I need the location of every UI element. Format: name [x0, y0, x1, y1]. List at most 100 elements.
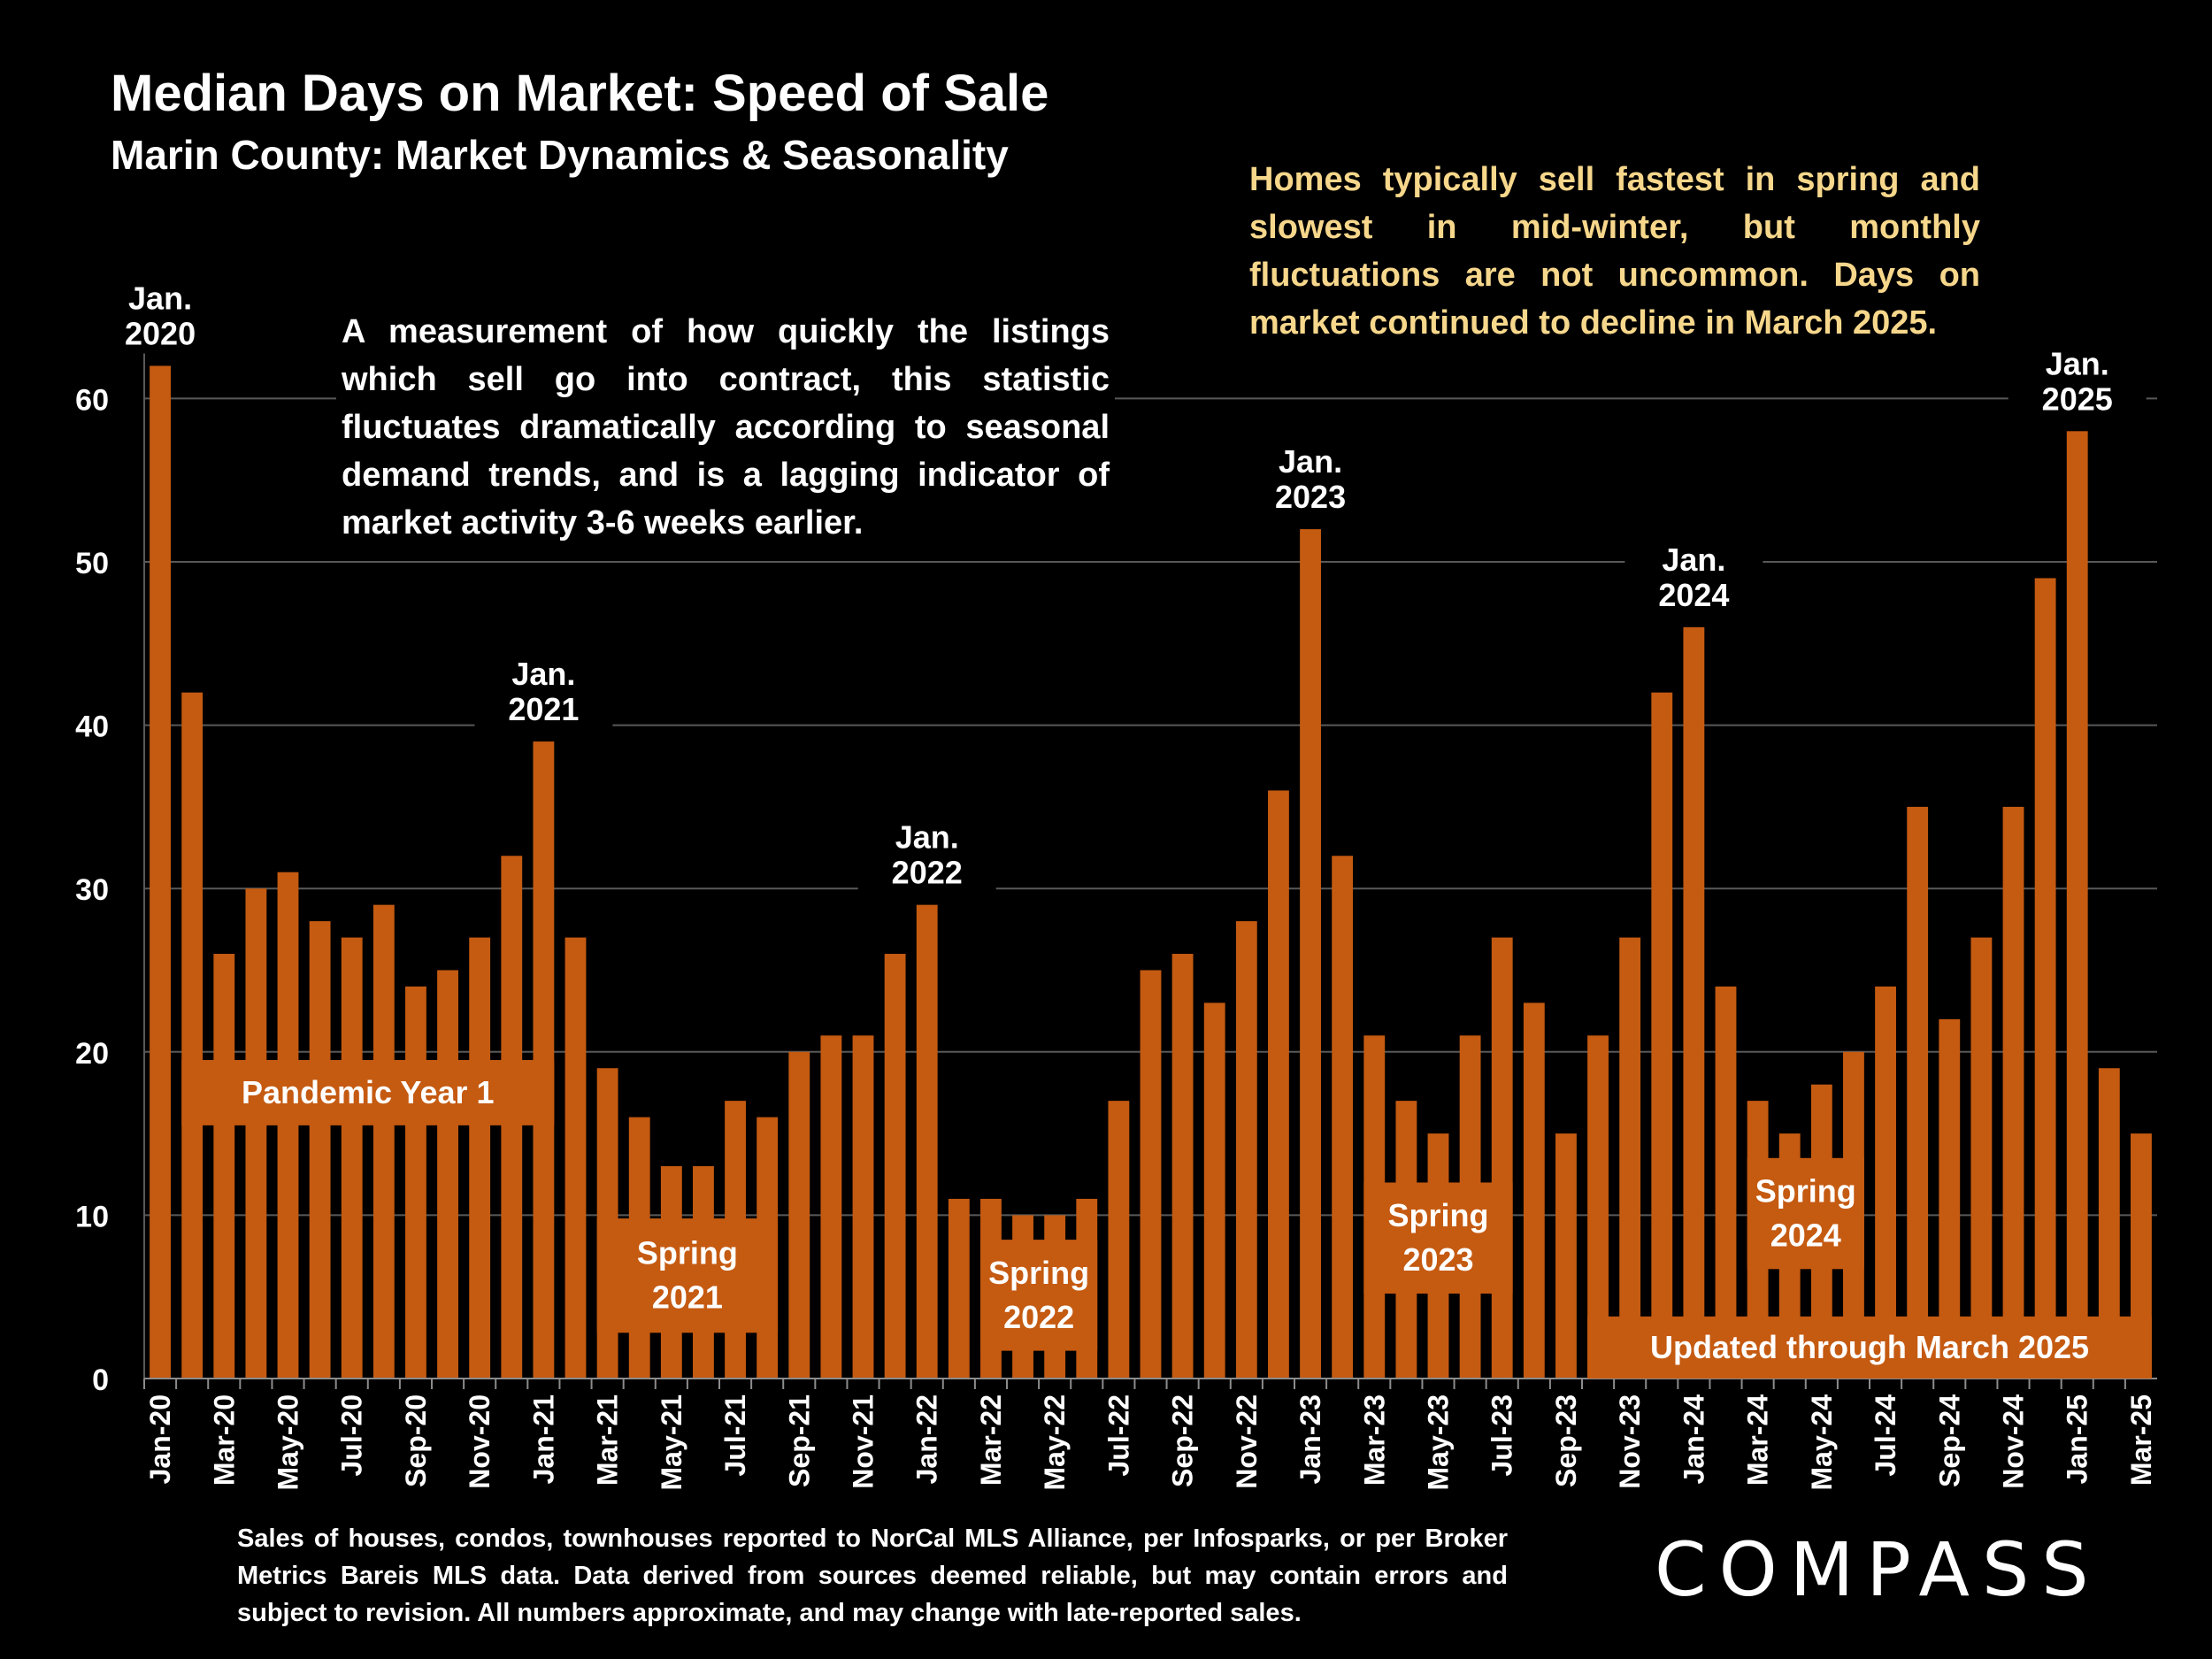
- updated-through-box: [1587, 1316, 2152, 1379]
- bar-Sep-22: [1171, 954, 1194, 1379]
- pandemic-year-1-box: [181, 1060, 555, 1125]
- chart-subtitle: Marin County: Market Dynamics & Seasonal…: [111, 132, 1009, 178]
- peak-label-bg: [91, 263, 230, 354]
- bar-Oct-22: [1203, 1002, 1225, 1379]
- bar-Aug-24: [1907, 806, 1929, 1379]
- bar-Nov-23: [1619, 937, 1641, 1379]
- bar-Sep-20: [405, 986, 426, 1379]
- bar-Jan-25: [2066, 431, 2088, 1379]
- peak-label-line2: 2021: [508, 691, 579, 727]
- bar-Dec-24: [2034, 578, 2056, 1379]
- x-tick-label: Jul-23: [1486, 1394, 1518, 1476]
- bar-Nov-22: [1235, 921, 1257, 1379]
- x-tick-label: Sep-21: [783, 1394, 815, 1487]
- x-tick-label: Sep-20: [400, 1394, 432, 1487]
- peak-label-line1: Jan.: [1279, 443, 1342, 480]
- source-footnote: Sales of houses, condos, townhouses repo…: [237, 1525, 1508, 1627]
- bar-Nov-21: [852, 1035, 874, 1379]
- bar-Jun-20: [309, 921, 331, 1379]
- x-tick-label: Sep-22: [1167, 1394, 1199, 1487]
- chart-title: Median Days on Market: Speed of Sale: [111, 65, 1049, 122]
- x-tick-label: May-23: [1423, 1394, 1455, 1491]
- spring-2022-label: Spring: [988, 1255, 1089, 1291]
- bar-Mar-20: [213, 954, 235, 1379]
- bar-Oct-20: [437, 970, 458, 1379]
- peak-label-bg: [857, 802, 996, 893]
- x-tick-label: Sep-23: [1550, 1394, 1582, 1487]
- bar-Jul-22: [1108, 1101, 1130, 1379]
- x-tick-label: Jan-25: [2062, 1394, 2093, 1484]
- bar-Dec-22: [1268, 790, 1289, 1379]
- bar-Sep-24: [1939, 1018, 1961, 1379]
- y-tick-label: 30: [75, 873, 109, 907]
- peak-label-line2: 2024: [1658, 577, 1729, 613]
- spring-2021-box: [596, 1218, 779, 1333]
- bar-Jan-23: [1300, 529, 1321, 1379]
- bar-Sep-23: [1555, 1133, 1577, 1379]
- pandemic-year-1-label: Pandemic Year 1: [242, 1074, 495, 1110]
- peak-label-bg: [1624, 524, 1763, 615]
- peak-label-line2: 2022: [892, 855, 963, 891]
- spring-2023-box: [1363, 1182, 1513, 1294]
- bar-Nov-20: [469, 937, 491, 1379]
- x-tick-label: Jul-21: [719, 1394, 751, 1476]
- spring-2024-label: Spring: [1755, 1173, 1856, 1210]
- x-tick-label: Nov-22: [1231, 1394, 1263, 1489]
- bar-Jan-20: [150, 365, 171, 1379]
- bar-Oct-23: [1587, 1035, 1609, 1379]
- peak-label-line1: Jan.: [128, 280, 192, 316]
- bar-Jan-24: [1683, 626, 1705, 1379]
- peak-label-line1: Jan.: [511, 656, 575, 692]
- bar-Apr-20: [245, 888, 267, 1379]
- x-tick-label: Jan-22: [911, 1394, 943, 1484]
- x-tick-label: Mar-21: [592, 1394, 624, 1486]
- peak-label-line2: 2025: [2042, 380, 2113, 417]
- bar-Feb-24: [1715, 986, 1737, 1379]
- spring-2022-box: [980, 1240, 1098, 1351]
- peak-label-line2: 2020: [125, 315, 196, 351]
- bar-Feb-22: [948, 1198, 970, 1379]
- bar-Sep-21: [788, 1051, 810, 1379]
- y-tick-label: 0: [92, 1363, 109, 1397]
- y-tick-label: 40: [75, 710, 109, 744]
- peak-label-line1: Jan.: [1662, 541, 1725, 578]
- bar-Feb-21: [565, 937, 587, 1379]
- bar-Aug-22: [1140, 970, 1162, 1379]
- spring-2021-label: 2021: [652, 1279, 723, 1316]
- x-tick-label: Jul-20: [336, 1394, 368, 1476]
- x-tick-label: Mar-20: [208, 1394, 240, 1486]
- bar-Aug-20: [373, 904, 395, 1379]
- y-tick-label: 60: [75, 383, 109, 417]
- y-tick-label: 50: [75, 547, 109, 580]
- bar-Feb-20: [181, 692, 204, 1379]
- spring-2021-label: Spring: [637, 1235, 738, 1271]
- x-tick-label: Sep-24: [1933, 1394, 1965, 1487]
- x-tick-label: Mar-23: [1358, 1394, 1390, 1486]
- peak-label-bg: [1241, 426, 1380, 518]
- peak-label-line1: Jan.: [2046, 345, 2109, 381]
- spring-2023-label: Spring: [1388, 1197, 1489, 1233]
- seasonality-note: Homes typically sell fastest in spring a…: [1249, 161, 1980, 342]
- x-tick-label: May-22: [1039, 1394, 1071, 1491]
- spring-2024-label: 2024: [1770, 1217, 1841, 1254]
- bar-Dec-23: [1651, 692, 1673, 1379]
- x-tick-label: Nov-24: [1998, 1394, 2030, 1489]
- y-tick-label: 20: [75, 1037, 109, 1071]
- bar-Oct-24: [1970, 937, 1993, 1379]
- peak-label-line2: 2023: [1275, 479, 1346, 515]
- x-tick-label: Mar-24: [1742, 1394, 1774, 1486]
- x-tick-label: Nov-20: [464, 1394, 495, 1489]
- annotations: Jan.2020Jan.2021Jan.2022Jan.2023Jan.2024…: [91, 263, 2152, 1379]
- bar-Oct-21: [820, 1035, 842, 1379]
- spring-2023-label: 2023: [1402, 1241, 1473, 1278]
- bar-Dec-21: [884, 954, 906, 1379]
- peak-label-bg: [474, 639, 613, 730]
- x-tick-label: May-24: [1806, 1394, 1838, 1491]
- spring-2024-box: [1747, 1157, 1864, 1270]
- x-tick-label: Jan-20: [144, 1394, 176, 1484]
- bar-Feb-23: [1332, 856, 1354, 1379]
- x-tick-label: Jan-23: [1294, 1394, 1326, 1484]
- spring-2022-label: 2022: [1003, 1299, 1074, 1335]
- x-tick-label: May-20: [273, 1394, 304, 1491]
